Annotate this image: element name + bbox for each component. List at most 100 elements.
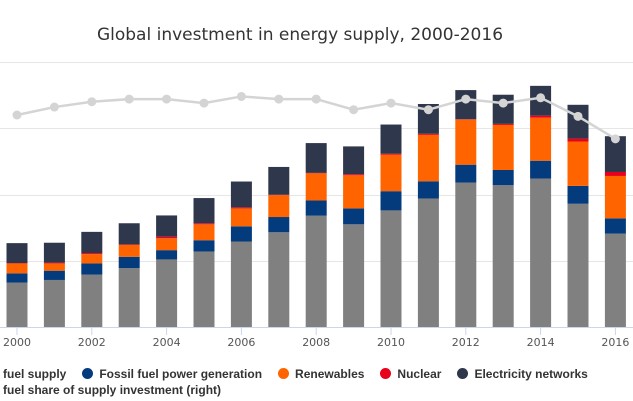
legend-item[interactable]: Nuclear [380,366,441,382]
bar-segment [6,273,28,283]
bar-segment [604,233,626,327]
bar-segment [455,182,477,327]
bar-segment [230,208,252,227]
bar-segment [380,154,402,192]
bar-segment [305,200,327,216]
x-tick-label: 2012 [452,336,480,349]
x-tick-label: 2004 [153,336,181,349]
bar-segment [268,217,290,233]
x-tick-label: 2006 [227,336,255,349]
bar-segment [343,175,365,209]
bar-segment [156,259,178,327]
chart: Global investment in energy supply, 2000… [0,25,633,349]
bar-segment [230,241,252,327]
legend-item[interactable]: Renewables [278,366,364,382]
legend-item[interactable]: fuel supply [3,366,66,382]
share-point [162,94,172,104]
share-point [610,134,620,144]
bar-segment [118,256,140,269]
bar-segment [343,208,365,225]
legend-marker-icon [457,368,469,379]
bar-segment [492,169,514,186]
bar-segment [268,232,290,327]
legend-label: Renewables [295,367,365,381]
bar-segment [156,238,178,251]
bar-segment [604,136,626,172]
bar-segment [81,231,103,254]
legend-marker-icon [82,368,94,379]
share-point [349,105,359,115]
share-point [274,94,284,104]
bar-segment [156,215,178,237]
share-point [124,94,134,104]
bar-segment [230,226,252,242]
bar-segment [43,279,65,327]
share-point [87,97,97,107]
bar-segment [567,138,589,142]
bar-segment [305,143,327,173]
legend-item[interactable]: fuel share of supply investment (right) [3,382,221,398]
bar-segment [492,124,514,170]
bar-segment [193,251,215,327]
bar-segment [43,242,65,263]
bar-segment [380,210,402,327]
x-tick-label: 2010 [377,336,405,349]
bar-segment [6,282,28,327]
bar-segment [118,268,140,327]
bar-segment [567,185,589,204]
bar-segment [455,119,477,165]
bar-segment [380,153,402,155]
bar-segment [417,134,439,182]
legend-item[interactable]: Fossil fuel power generation [82,366,262,382]
share-point [236,91,246,101]
bar-segment [417,104,439,134]
legend-label: fuel share of supply investment (right) [3,383,222,397]
bar-segment [193,198,215,224]
bar-segment [530,160,552,179]
legend-marker-icon [380,368,392,379]
bar-segment [604,171,626,176]
bar-segment [268,166,290,195]
bar-segment [193,224,215,241]
bar-segment [118,223,140,245]
bar-segment [156,250,178,260]
bar-segment [604,175,626,219]
bar-segment [43,263,65,271]
legend-item[interactable]: Electricity networks [457,366,588,382]
bar-segment [305,173,327,201]
share-line [12,91,620,144]
legend-marker-icon [278,368,290,379]
bar-segment [6,243,28,264]
bar-segment [193,223,215,225]
share-point [536,93,546,103]
share-point [311,94,321,104]
bar-segment [604,218,626,234]
share-point [573,111,583,121]
bar-segment [343,146,365,175]
x-tick-label: 2014 [527,336,555,349]
legend-label: Nuclear [397,367,442,381]
bar-segment [492,185,514,327]
bar-segment [230,207,252,209]
bar-segment [305,215,327,327]
share-point [423,105,433,115]
bar-segment [380,124,402,154]
bar-segment [380,191,402,211]
bar-segment [193,240,215,252]
bar-segment [81,254,103,264]
share-point [386,98,396,108]
x-tick-label: 2016 [601,336,629,349]
x-tick-label: 2000 [3,336,31,349]
share-point [498,98,508,108]
bar-segment [417,181,439,199]
legend-label: Fossil fuel power generation [99,367,263,381]
bar-segment [81,253,103,255]
bar-segment [268,195,290,218]
bar-segment [81,274,103,327]
share-point [461,94,471,104]
bar-segment [230,181,252,208]
bars [6,85,626,327]
bar-segment [6,263,28,274]
chart-title: Global investment in energy supply, 2000… [97,25,503,45]
legend-label: fuel supply [3,367,67,381]
